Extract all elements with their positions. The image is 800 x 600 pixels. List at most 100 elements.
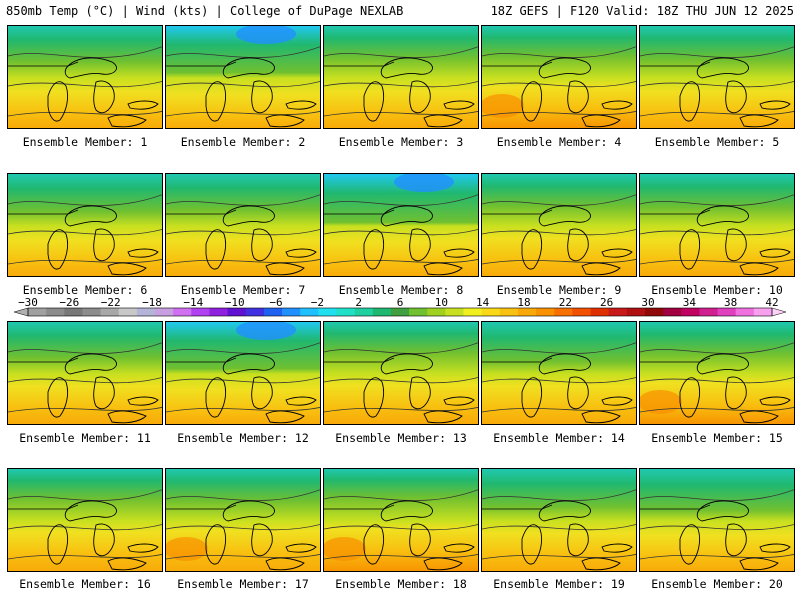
border-line	[324, 504, 395, 510]
lake-outline	[443, 543, 475, 553]
lake-outline	[127, 396, 159, 406]
contour-line	[324, 194, 478, 206]
lake-outline	[222, 57, 275, 79]
colorbar-tick-label: −14	[183, 298, 203, 309]
lake-outline	[265, 114, 305, 128]
lake-outline	[205, 524, 227, 565]
contour-line	[482, 342, 636, 354]
contour-line	[324, 377, 478, 384]
contour-line	[8, 81, 162, 88]
lake-outline	[521, 377, 543, 418]
temperature-colorbar: −30 −26 −22 −18 −14 −10 −6 −2 2 6 10 14 18 22 26 30 34 38…	[10, 298, 790, 320]
contour-line	[8, 229, 162, 236]
ensemble-panel	[165, 25, 321, 129]
lake-outline	[679, 229, 701, 270]
panel-caption: Ensemble Member: 6	[22, 283, 148, 297]
colorbar-tick-label: −6	[269, 298, 282, 309]
border-line	[482, 209, 553, 215]
temperature-map	[640, 26, 794, 128]
contour-line	[640, 489, 794, 501]
lake-outline	[409, 228, 431, 262]
border-line	[482, 357, 553, 363]
colorbar-swatch	[608, 308, 628, 316]
contour-line	[482, 110, 636, 117]
colorbar-swatch	[536, 308, 555, 316]
contour-line	[640, 81, 794, 88]
lake-outline	[93, 376, 115, 410]
border-line	[166, 61, 237, 67]
colorbar-tick-label: 6	[397, 298, 404, 309]
panel-caption: Ensemble Member: 12	[177, 431, 309, 445]
contour-line	[8, 342, 162, 354]
lake-outline	[423, 557, 463, 571]
contour-line	[640, 110, 794, 117]
lake-outline	[47, 229, 69, 270]
colorbar-swatch	[626, 308, 646, 316]
contour-line	[166, 110, 320, 117]
lake-outline	[725, 80, 747, 114]
lake-outline	[567, 228, 589, 262]
lake-outline	[363, 81, 385, 122]
lake-outline	[725, 523, 747, 557]
panel-caption: Ensemble Member: 17	[177, 577, 309, 591]
contour-line	[640, 553, 794, 560]
ensemble-panel	[323, 25, 479, 129]
contour-line	[166, 553, 320, 560]
lake-outline	[601, 543, 633, 553]
lake-outline	[521, 81, 543, 122]
colorbar-swatch	[282, 308, 301, 316]
lake-outline	[222, 500, 275, 522]
contour-line	[8, 194, 162, 206]
contour-line	[8, 489, 162, 501]
colorbar-swatch	[753, 308, 773, 316]
ensemble-panel	[639, 468, 795, 572]
contour-line	[482, 489, 636, 501]
colorbar-swatch	[644, 308, 664, 316]
contour-line	[8, 553, 162, 560]
contour-line	[640, 406, 794, 413]
contour-line	[166, 46, 320, 58]
contour-line	[482, 377, 636, 384]
contour-line	[166, 81, 320, 88]
ensemble-panel	[165, 321, 321, 425]
lake-outline	[739, 114, 779, 128]
temperature-field	[324, 174, 478, 276]
ensemble-panel	[481, 468, 637, 572]
colorbar-swatch	[82, 308, 102, 316]
panel-caption: Ensemble Member: 16	[19, 577, 151, 591]
contour-line	[166, 258, 320, 265]
border-line	[166, 357, 237, 363]
contour-line	[482, 524, 636, 531]
lake-outline	[521, 229, 543, 270]
lake-outline	[679, 81, 701, 122]
border-line	[8, 61, 79, 67]
lake-outline	[380, 353, 433, 375]
contour-line	[482, 46, 636, 58]
colorbar-swatch	[354, 308, 374, 316]
contour-line	[166, 194, 320, 206]
lake-outline	[538, 353, 591, 375]
colorbar-swatch	[227, 308, 247, 316]
ensemble-panel	[7, 173, 163, 277]
colorbar-tick-label: −30	[18, 298, 38, 309]
temperature-map	[482, 322, 636, 424]
contour-line	[324, 81, 478, 88]
temperature-map	[324, 26, 478, 128]
colorbar-swatch	[572, 308, 592, 316]
lake-outline	[759, 396, 791, 406]
contour-line	[8, 258, 162, 265]
lake-outline	[363, 524, 385, 565]
contour-line	[482, 229, 636, 236]
colorbar-swatch	[300, 308, 319, 316]
lake-outline	[93, 80, 115, 114]
contour-line	[8, 46, 162, 58]
lake-outline	[380, 205, 433, 227]
lake-outline	[443, 100, 475, 110]
lake-outline	[251, 228, 273, 262]
border-line	[482, 61, 553, 67]
colorbar-tick-label: 14	[476, 298, 490, 309]
lake-outline	[759, 100, 791, 110]
lake-outline	[443, 396, 475, 406]
lake-outline	[759, 543, 791, 553]
panel-caption: Ensemble Member: 3	[338, 135, 464, 149]
